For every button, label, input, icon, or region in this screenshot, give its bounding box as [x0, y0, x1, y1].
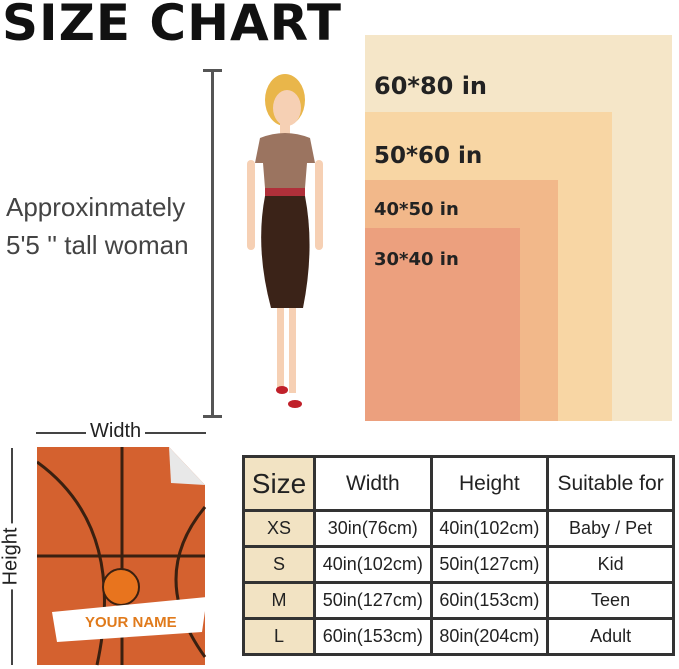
height-bar: [211, 70, 214, 418]
cell-width: 60in(153cm): [313, 617, 433, 656]
desc-line1: Approxinmately: [6, 192, 186, 222]
woman-figure-icon: [247, 74, 323, 408]
table-header-row: Size Width Height Suitable for: [242, 455, 675, 512]
cell-suitable: Adult: [546, 617, 675, 656]
your-name-text: YOUR NAME: [85, 614, 177, 631]
basketball-blanket-image: YOUR NAME: [37, 447, 207, 666]
cell-width: 40in(102cm): [313, 545, 433, 584]
header-suitable: Suitable for: [546, 455, 675, 512]
cell-height: 40in(102cm): [429, 509, 550, 548]
table-row: M 50in(127cm) 60in(153cm) Teen: [242, 581, 675, 620]
cell-suitable: Baby / Pet: [546, 509, 675, 548]
cell-size: M: [242, 581, 316, 620]
cell-suitable: Kid: [546, 545, 675, 584]
cell-width: 30in(76cm): [313, 509, 433, 548]
size-rect-30x40: [365, 228, 520, 421]
height-label: Height: [0, 523, 23, 590]
cell-suitable: Teen: [546, 581, 675, 620]
height-bar-cap-top: [203, 69, 222, 72]
cell-height: 50in(127cm): [429, 545, 550, 584]
cell-height: 80in(204cm): [429, 617, 550, 656]
table-row: S 40in(102cm) 50in(127cm) Kid: [242, 545, 675, 584]
height-description: Approxinmately 5'5 '' tall woman: [6, 188, 189, 264]
header-width: Width: [313, 455, 433, 512]
cell-size: L: [242, 617, 316, 656]
size-label-40x50: 40*50 in: [374, 199, 459, 220]
size-table: Size Width Height Suitable for XS 30in(76…: [242, 455, 675, 656]
table-row: L 60in(153cm) 80in(204cm) Adult: [242, 617, 675, 656]
table-row: XS 30in(76cm) 40in(102cm) Baby / Pet: [242, 509, 675, 548]
cell-height: 60in(153cm): [429, 581, 550, 620]
size-label-60x80: 60*80 in: [374, 72, 488, 100]
width-label: Width: [86, 420, 146, 443]
desc-line2: 5'5 '' tall woman: [6, 230, 189, 260]
page-title: SIZE CHART: [2, 0, 343, 52]
size-label-50x60: 50*60 in: [374, 143, 483, 169]
cell-size: S: [242, 545, 316, 584]
height-bar-cap-bottom: [203, 415, 222, 418]
cell-width: 50in(127cm): [313, 581, 433, 620]
size-label-30x40: 30*40 in: [374, 249, 459, 270]
header-height: Height: [429, 455, 550, 512]
header-size: Size: [242, 455, 316, 512]
cell-size: XS: [242, 509, 316, 548]
